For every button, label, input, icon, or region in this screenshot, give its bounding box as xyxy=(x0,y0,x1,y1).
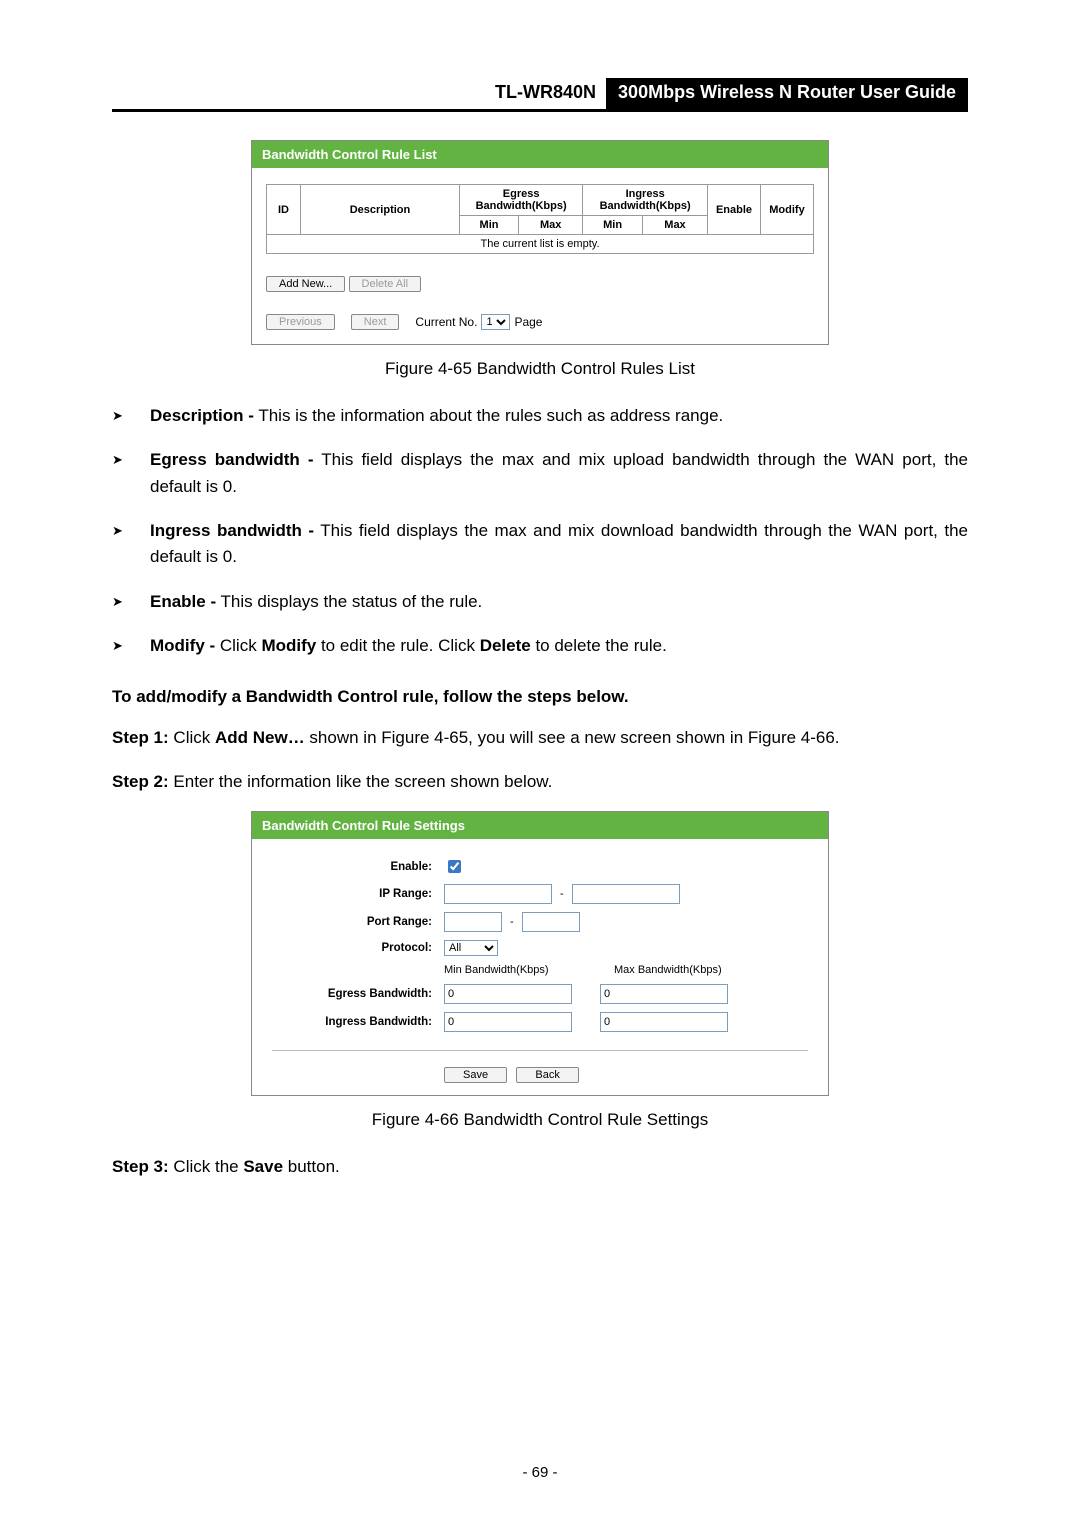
step-3: Step 3: Click the Save button. xyxy=(112,1154,968,1180)
definition-egress: Egress bandwidth - This field displays t… xyxy=(112,447,968,500)
egress-min-input[interactable] xyxy=(444,984,572,1004)
page-select[interactable]: 1 xyxy=(481,314,510,330)
add-new-button[interactable]: Add New... xyxy=(266,276,345,292)
definition-modify: Modify - Click Modify to edit the rule. … xyxy=(112,633,968,659)
iprange-to-input[interactable] xyxy=(572,884,680,904)
egress-max-input[interactable] xyxy=(600,984,728,1004)
portrange-from-input[interactable] xyxy=(444,912,502,932)
page-suffix: Page xyxy=(514,315,542,329)
steps-heading: To add/modify a Bandwidth Control rule, … xyxy=(112,687,968,707)
min-bw-header: Min Bandwidth(Kbps) xyxy=(444,964,574,976)
figure-4-66-caption: Figure 4-66 Bandwidth Control Rule Setti… xyxy=(112,1110,968,1130)
col-ingress-max: Max xyxy=(642,216,707,235)
protocol-select[interactable]: All xyxy=(444,940,498,956)
row-protocol: Protocol: All xyxy=(272,940,808,956)
iprange-from-input[interactable] xyxy=(444,884,552,904)
save-button[interactable]: Save xyxy=(444,1067,507,1083)
col-egress: Egress Bandwidth(Kbps) xyxy=(460,185,583,216)
divider xyxy=(272,1050,808,1051)
panel-title-bar: Bandwidth Control Rule Settings xyxy=(252,812,828,839)
next-button[interactable]: Next xyxy=(351,314,400,330)
page-number: - 69 - xyxy=(0,1464,1080,1481)
definition-ingress: Ingress bandwidth - This field displays … xyxy=(112,518,968,571)
row-iprange: IP Range: - xyxy=(272,884,808,904)
enable-checkbox[interactable] xyxy=(448,860,461,873)
ingress-min-input[interactable] xyxy=(444,1012,572,1032)
step-1: Step 1: Click Add New… shown in Figure 4… xyxy=(112,725,968,751)
panel-title-bar: Bandwidth Control Rule List xyxy=(252,141,828,168)
current-no-label: Current No. xyxy=(415,315,477,329)
figure-4-65-panel: Bandwidth Control Rule List ID Descripti… xyxy=(251,140,829,345)
delete-all-button[interactable]: Delete All xyxy=(349,276,421,292)
col-ingress: Ingress Bandwidth(Kbps) xyxy=(583,185,708,216)
rule-list-table: ID Description Egress Bandwidth(Kbps) In… xyxy=(266,184,814,254)
col-id: ID xyxy=(267,185,301,235)
col-egress-max: Max xyxy=(519,216,583,235)
col-ingress-min: Min xyxy=(583,216,643,235)
previous-button[interactable]: Previous xyxy=(266,314,335,330)
col-modify: Modify xyxy=(761,185,814,235)
definition-enable: Enable - This displays the status of the… xyxy=(112,589,968,615)
definition-description: Description - This is the information ab… xyxy=(112,403,968,429)
col-desc: Description xyxy=(301,185,460,235)
row-ingress-bw: Ingress Bandwidth: xyxy=(272,1012,808,1032)
col-egress-min: Min xyxy=(460,216,519,235)
ingress-max-input[interactable] xyxy=(600,1012,728,1032)
max-bw-header: Max Bandwidth(Kbps) xyxy=(614,964,722,976)
portrange-to-input[interactable] xyxy=(522,912,580,932)
guide-title: 300Mbps Wireless N Router User Guide xyxy=(606,78,968,109)
back-button[interactable]: Back xyxy=(516,1067,578,1083)
model-number: TL-WR840N xyxy=(485,78,606,109)
figure-4-66-panel: Bandwidth Control Rule Settings Enable: … xyxy=(251,811,829,1096)
figure-4-65-caption: Figure 4-65 Bandwidth Control Rules List xyxy=(112,359,968,379)
step-2: Step 2: Enter the information like the s… xyxy=(112,769,968,795)
definitions-list: Description - This is the information ab… xyxy=(112,403,968,659)
row-enable: Enable: xyxy=(272,857,808,876)
row-portrange: Port Range: - xyxy=(272,912,808,932)
page-header: TL-WR840N 300Mbps Wireless N Router User… xyxy=(112,78,968,112)
empty-list-text: The current list is empty. xyxy=(267,235,814,254)
row-egress-bw: Egress Bandwidth: xyxy=(272,984,808,1004)
row-bw-headers: Min Bandwidth(Kbps) Max Bandwidth(Kbps) xyxy=(272,964,808,976)
col-enable: Enable xyxy=(708,185,761,235)
